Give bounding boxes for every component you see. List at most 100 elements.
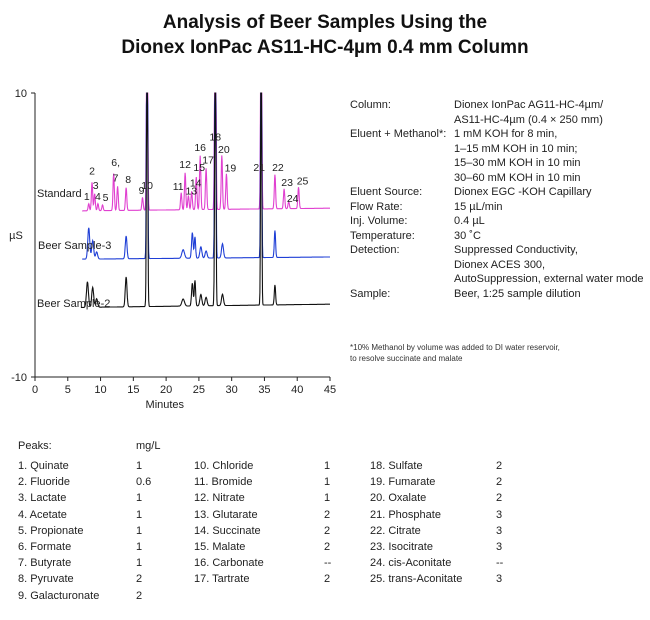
peak-name: 19. Fumarate — [370, 476, 436, 489]
peak-name: 9. Galacturonate — [18, 589, 100, 602]
peak-name: 6. Formate — [18, 540, 72, 553]
condition-key: Eluent + Methanol*: — [350, 128, 447, 140]
peak-name: 24. cis-Aconitate — [370, 557, 452, 570]
x-tick-label: 45 — [324, 384, 336, 396]
peak-concentration: 1 — [136, 460, 143, 472]
peak-concentration: 2 — [496, 460, 503, 472]
x-tick-label: 40 — [291, 384, 303, 396]
condition-row: Sample: Beer, 1:25 sample dilution — [350, 287, 645, 302]
condition-value-line: Dionex ACES 300, — [454, 258, 546, 271]
peak-label-14: 14 — [190, 177, 202, 189]
condition-value-line: Beer, 1:25 sample dilution — [454, 287, 581, 300]
condition-value-line: 0.4 µL — [454, 215, 485, 227]
peak-concentration: 2 — [324, 524, 331, 537]
peak-name: 16. Carbonate — [194, 557, 264, 570]
peak-name: 8. Pyruvate — [18, 573, 74, 586]
x-tick-label: 25 — [193, 384, 205, 396]
peak-label-10: 10 — [141, 180, 153, 192]
peaks-unit: mg/L — [136, 440, 161, 452]
condition-value-line: 1 mM KOH for 8 min, — [454, 128, 558, 140]
peak-name: 7. Butyrate — [18, 557, 72, 570]
footnote-line-1: *10% Methanol by volume was added to DI … — [350, 343, 560, 352]
condition-value: 30 ˚C — [454, 229, 645, 244]
footnote: *10% Methanol by volume was added to DI … — [350, 342, 645, 364]
peak-label-6: 6, — [111, 157, 120, 169]
condition-value-line: Suppressed Conductivity, — [454, 244, 578, 256]
peak-label-11: 11 — [173, 181, 184, 193]
peak-concentration: 3 — [496, 540, 503, 553]
peak-concentration: -- — [324, 557, 332, 570]
peak-concentration: 2 — [496, 476, 503, 489]
condition-key: Detection: — [350, 244, 400, 256]
x-axis-label: Minutes — [146, 399, 185, 411]
peak-name: 11. Bromide — [194, 476, 253, 489]
peak-label-5: 5 — [103, 192, 109, 204]
peak-concentration: 1 — [136, 508, 143, 521]
condition-key: Eluent Source: — [350, 186, 423, 198]
peak-label-18: 18 — [209, 132, 221, 144]
peak-concentration: 2 — [496, 492, 503, 505]
x-tick-label: 35 — [258, 384, 270, 396]
condition-row: Column: Dionex IonPac AG11-HC-4µm/AS11-HC… — [350, 98, 645, 127]
trace-beer-sample-3 — [82, 92, 330, 260]
condition-row: Flow Rate: 15 µL/min — [350, 200, 645, 215]
condition-row: Inj. Volume: 0.4 µL — [350, 214, 645, 229]
trace-label: Beer Sample-3 — [38, 240, 111, 252]
peaks-header: Peaks: — [18, 440, 52, 452]
peak-name: 15. Malate — [194, 540, 246, 553]
peak-name: 23. Isocitrate — [370, 540, 433, 553]
peak-label-23: 23 — [281, 177, 293, 189]
peak-name: 13. Glutarate — [194, 508, 258, 521]
peak-name: 21. Phosphate — [370, 508, 441, 521]
x-tick-label: 10 — [94, 384, 106, 396]
trace-label: Beer Sample-2 — [37, 298, 110, 310]
x-tick-label: 20 — [160, 384, 172, 396]
peak-label-21: 21 — [253, 162, 265, 174]
trace-standard — [82, 92, 330, 212]
trace-label: Standard — [37, 188, 82, 200]
condition-row: Eluent Source: Dionex EGC -KOH Capillary — [350, 185, 645, 200]
condition-value-line: 30–60 mM KOH in 10 min — [454, 171, 581, 184]
peak-name: 25. trans-Aconitate — [370, 573, 463, 586]
condition-value-line: 15 µL/min — [454, 200, 503, 213]
peak-name: 4. Acetate — [18, 508, 67, 521]
x-tick-label: 0 — [32, 384, 38, 396]
peak-label-8: 8 — [125, 174, 131, 186]
peak-concentration: 1 — [136, 492, 143, 505]
peak-name: 20. Oxalate — [370, 492, 427, 505]
peak-label-1: 1 — [84, 191, 90, 203]
condition-value: 15 µL/min — [454, 200, 645, 215]
peak-name: 10. Chloride — [194, 460, 254, 472]
condition-value: 0.4 µL — [454, 214, 645, 229]
peak-name: 14. Succinate — [194, 524, 261, 537]
condition-value-line: 30 ˚C — [454, 229, 481, 242]
chart-title: Analysis of Beer Samples Using the Dione… — [0, 10, 650, 60]
condition-value-line: 1–15 mM KOH in 10 min; — [454, 142, 578, 155]
peak-label-24: 24 — [287, 193, 299, 205]
condition-key: Inj. Volume: — [350, 215, 408, 227]
condition-row: Eluent + Methanol*: 1 mM KOH for 8 min, 1–… — [350, 127, 645, 185]
condition-row: Detection: Suppressed Conductivity, Dionex… — [350, 243, 645, 287]
peak-label-4: 4 — [95, 191, 101, 203]
peak-label-13: 13 — [186, 186, 198, 198]
peak-name: 5. Propionate — [18, 524, 84, 537]
condition-value-line: AutoSuppression, external water mode — [454, 273, 644, 285]
chart-title-line-1: Analysis of Beer Samples Using the — [162, 12, 488, 33]
condition-value: Beer, 1:25 sample dilution — [454, 287, 645, 302]
peak-concentration: 0.6 — [136, 476, 152, 489]
conditions-panel: Column: Dionex IonPac AG11-HC-4µm/AS11-HC… — [350, 98, 645, 301]
condition-value-line: AS11-HC-4µm (0.4 × 250 mm) — [454, 113, 603, 126]
peak-concentration: 3 — [496, 508, 503, 521]
traces — [80, 92, 330, 308]
condition-row: Temperature: 30 ˚C — [350, 229, 645, 244]
peak-label-20: 20 — [218, 144, 230, 156]
chart-title-line-2: Dionex IonPac AS11-HC-4µm 0.4 mm Column — [121, 37, 529, 58]
peak-name: 2. Fluoride — [18, 476, 70, 489]
condition-value: Dionex EGC -KOH Capillary — [454, 185, 645, 200]
peak-concentration: 2 — [324, 508, 331, 521]
peak-concentration: 3 — [496, 524, 503, 537]
peak-name: 18. Sulfate — [370, 460, 423, 472]
peak-concentration: 2 — [324, 540, 331, 553]
peak-label-16: 16 — [194, 142, 206, 154]
